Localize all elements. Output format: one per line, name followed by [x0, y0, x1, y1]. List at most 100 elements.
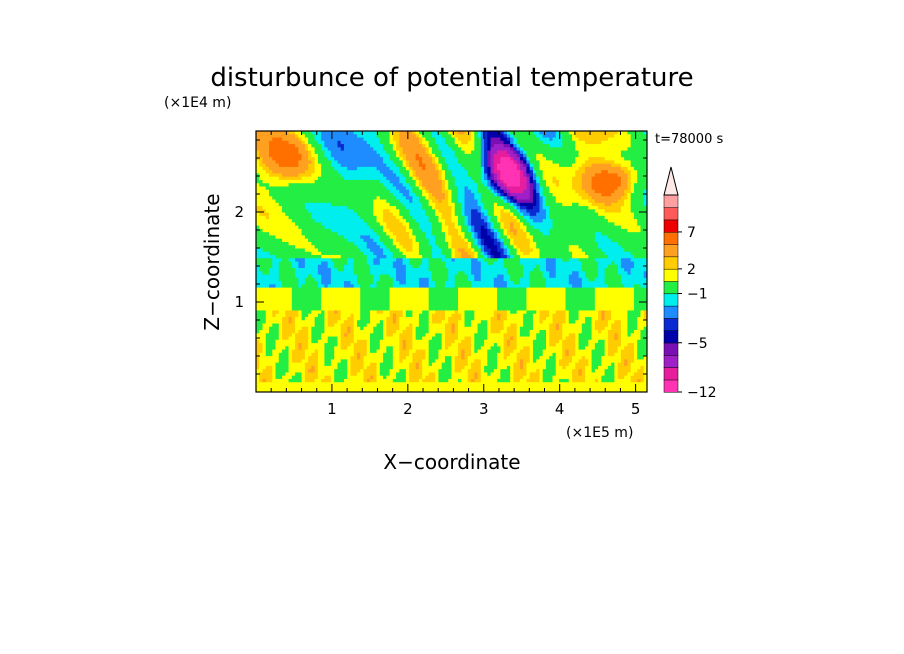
heatmap-cell — [409, 134, 413, 139]
heatmap-cell — [405, 183, 410, 188]
heatmap-cell — [379, 153, 384, 158]
heatmap-cell — [360, 176, 365, 181]
heatmap-cell — [435, 219, 440, 223]
heatmap-cell — [265, 153, 270, 158]
heatmap-cell — [256, 173, 260, 178]
heatmap-cell — [330, 287, 335, 292]
heatmap-cell — [350, 271, 355, 276]
heatmap-cell — [334, 206, 339, 210]
heatmap-cell — [324, 166, 329, 171]
heatmap-cell — [275, 183, 280, 188]
heatmap-cell — [425, 225, 430, 230]
heatmap-cell — [311, 365, 316, 370]
heatmap-cell — [272, 254, 277, 259]
heatmap-cell — [295, 173, 299, 178]
heatmap-cell — [366, 277, 371, 282]
heatmap-cell — [451, 248, 456, 253]
heatmap-cell — [402, 166, 407, 171]
heatmap-cell — [444, 277, 449, 282]
heatmap-cell — [370, 258, 374, 263]
heatmap-cell — [389, 209, 394, 214]
heatmap-cell — [370, 346, 374, 351]
heatmap-cell — [269, 294, 273, 298]
heatmap-cell — [451, 356, 456, 360]
heatmap-cell — [330, 385, 335, 390]
heatmap-cell — [265, 333, 270, 338]
heatmap-cell — [402, 209, 407, 214]
heatmap-cell — [425, 316, 430, 321]
heatmap-cell — [330, 254, 335, 259]
heatmap-cell — [321, 222, 326, 227]
heatmap-cell — [422, 238, 427, 243]
heatmap-cell — [330, 382, 335, 387]
heatmap-cell — [295, 179, 299, 184]
heatmap-cell — [278, 300, 283, 305]
heatmap-cell — [353, 297, 358, 302]
heatmap-cell — [389, 173, 394, 178]
heatmap-cell — [389, 290, 394, 295]
heatmap-cell — [392, 134, 397, 139]
heatmap-cell — [428, 235, 433, 240]
heatmap-cell — [272, 372, 277, 377]
heatmap-cell — [262, 215, 267, 220]
heatmap-cell — [308, 189, 312, 194]
heatmap-cell — [334, 179, 339, 184]
heatmap-cell — [350, 212, 355, 217]
heatmap-cell — [383, 222, 387, 227]
heatmap-cell — [409, 222, 413, 227]
heatmap-cell — [435, 339, 440, 344]
heatmap-cell — [389, 241, 394, 246]
heatmap-cell — [409, 372, 413, 377]
heatmap-cell — [343, 323, 348, 328]
heatmap-cell — [438, 362, 443, 367]
heatmap-cell — [285, 313, 290, 318]
heatmap-cell — [454, 330, 459, 334]
heatmap-cell — [428, 378, 433, 383]
heatmap-cell — [314, 307, 319, 312]
heatmap-cell — [334, 388, 339, 392]
heatmap-cell — [321, 212, 326, 217]
heatmap-cell — [386, 369, 391, 374]
heatmap-cell — [330, 290, 335, 295]
heatmap-cell — [438, 388, 443, 392]
heatmap-cell — [402, 362, 407, 367]
heatmap-cell — [304, 235, 309, 240]
heatmap-cell — [295, 356, 299, 360]
heatmap-cell — [383, 375, 387, 380]
heatmap-cell — [448, 206, 453, 210]
heatmap-cell — [288, 202, 293, 207]
heatmap-cell — [438, 241, 443, 246]
heatmap-cell — [366, 352, 371, 357]
heatmap-cell — [304, 303, 309, 308]
heatmap-cell — [301, 209, 306, 214]
heatmap-cell — [373, 186, 378, 191]
heatmap-cell — [340, 297, 345, 302]
heatmap-cell — [357, 343, 361, 347]
heatmap-cell — [373, 326, 378, 331]
heatmap-cell — [415, 219, 420, 223]
heatmap-cell — [295, 163, 299, 168]
heatmap-cell — [343, 134, 348, 139]
heatmap-cell — [428, 320, 433, 325]
heatmap-cell — [389, 131, 394, 135]
heatmap-cell — [327, 222, 332, 227]
heatmap-cell — [259, 372, 264, 377]
heatmap-cell — [340, 365, 345, 370]
heatmap-cell — [350, 323, 355, 328]
heatmap-cell — [311, 316, 316, 321]
heatmap-cell — [265, 378, 270, 383]
heatmap-cell — [415, 274, 420, 279]
heatmap-cell — [285, 192, 290, 197]
heatmap-cell — [321, 365, 326, 370]
heatmap-cell — [422, 228, 427, 233]
heatmap-cell — [304, 150, 309, 155]
heatmap-cell — [350, 238, 355, 243]
heatmap-cell — [301, 271, 306, 276]
heatmap-cell — [295, 144, 299, 148]
heatmap-cell — [308, 365, 312, 370]
heatmap-cell — [425, 254, 430, 259]
heatmap-cell — [379, 196, 384, 201]
heatmap-cell — [418, 144, 423, 148]
heatmap-cell — [438, 378, 443, 383]
heatmap-cell — [340, 225, 345, 230]
